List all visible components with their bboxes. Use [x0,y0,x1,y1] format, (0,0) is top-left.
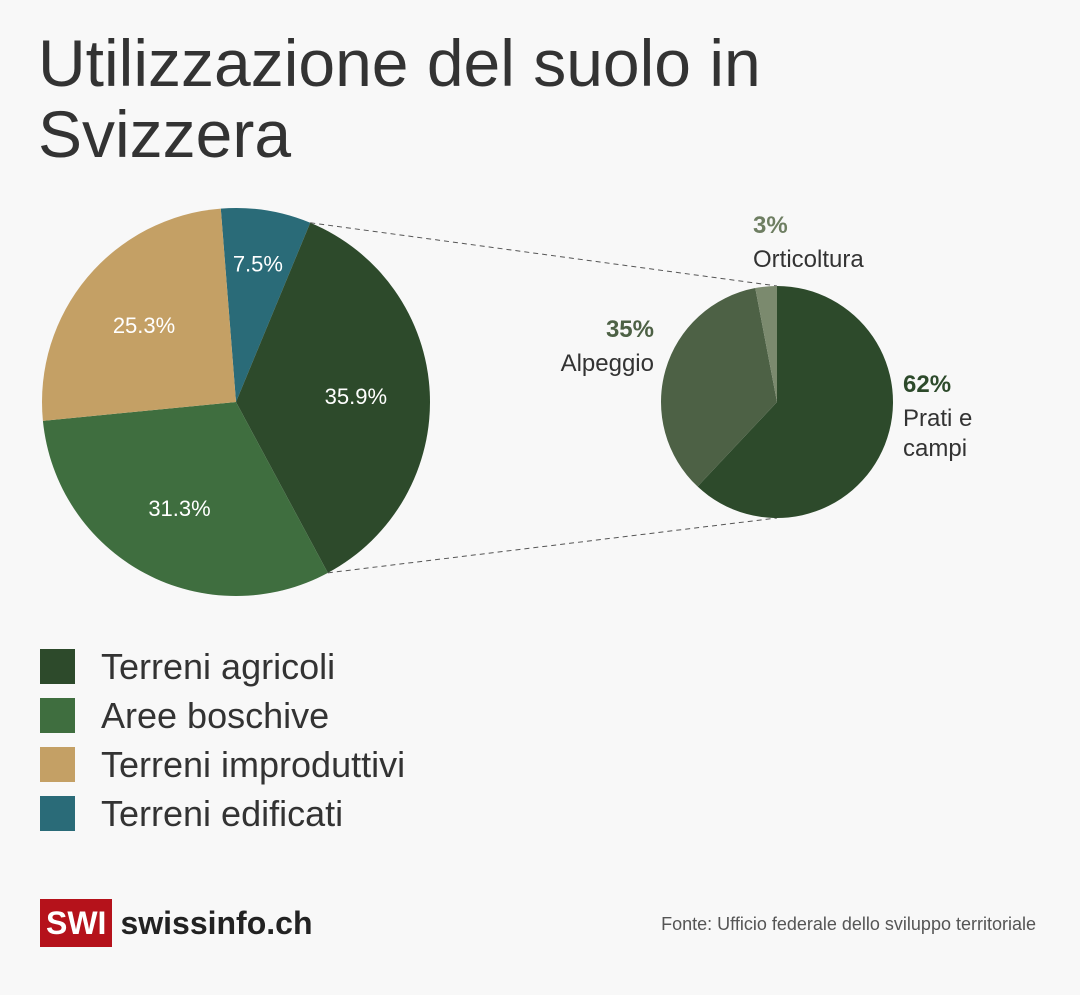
pie-slice [42,402,328,596]
legend-item: Terreni improduttivi [40,740,405,789]
legend-item: Terreni edificati [40,789,405,838]
detail-value-label: 35% [606,316,654,343]
page-title: Utilizzazione del suolo in Svizzera [38,26,761,172]
legend-swatch [40,649,75,684]
slice-value-label: 31.3% [148,496,210,521]
detail-name-label: Alpeggio [561,350,654,377]
pie-slice [236,222,430,573]
legend-swatch [40,796,75,831]
logo-mark: SWI [40,899,113,947]
slice-value-label: 7.5% [233,252,283,277]
legend-label: Terreni edificati [101,792,344,834]
pie-slice [220,207,311,402]
logo-text: swissinfo.ch [120,904,313,941]
legend-item: Aree boschive [40,691,405,740]
detail-name-label: Prati e campi [903,405,972,462]
legend-label: Terreni improduttivi [101,743,406,785]
pie-slice [42,208,236,421]
pie-slice [661,288,777,487]
detail-value-label: 62% [903,371,951,398]
legend-swatch [40,747,75,782]
detail-value-label: 3% [753,212,788,239]
legend-label: Terreni agricoli [101,645,336,687]
legend: Terreni agricoli Aree boschive Terreni i… [40,642,405,838]
swissinfo-logo[interactable]: SWI swissinfo.ch [40,899,312,947]
detail-name-label: Orticoltura [753,246,864,273]
connector-line [327,517,778,574]
legend-swatch [40,698,75,733]
pie-slice [755,286,777,402]
connector-line [310,222,778,287]
pie-slice [697,286,893,518]
legend-label: Aree boschive [101,694,330,736]
slice-value-label: 35.9% [325,384,387,409]
slice-value-label: 25.3% [113,313,175,338]
source-note: Fonte: Ufficio federale dello sviluppo t… [661,914,1036,934]
legend-item: Terreni agricoli [40,642,405,691]
